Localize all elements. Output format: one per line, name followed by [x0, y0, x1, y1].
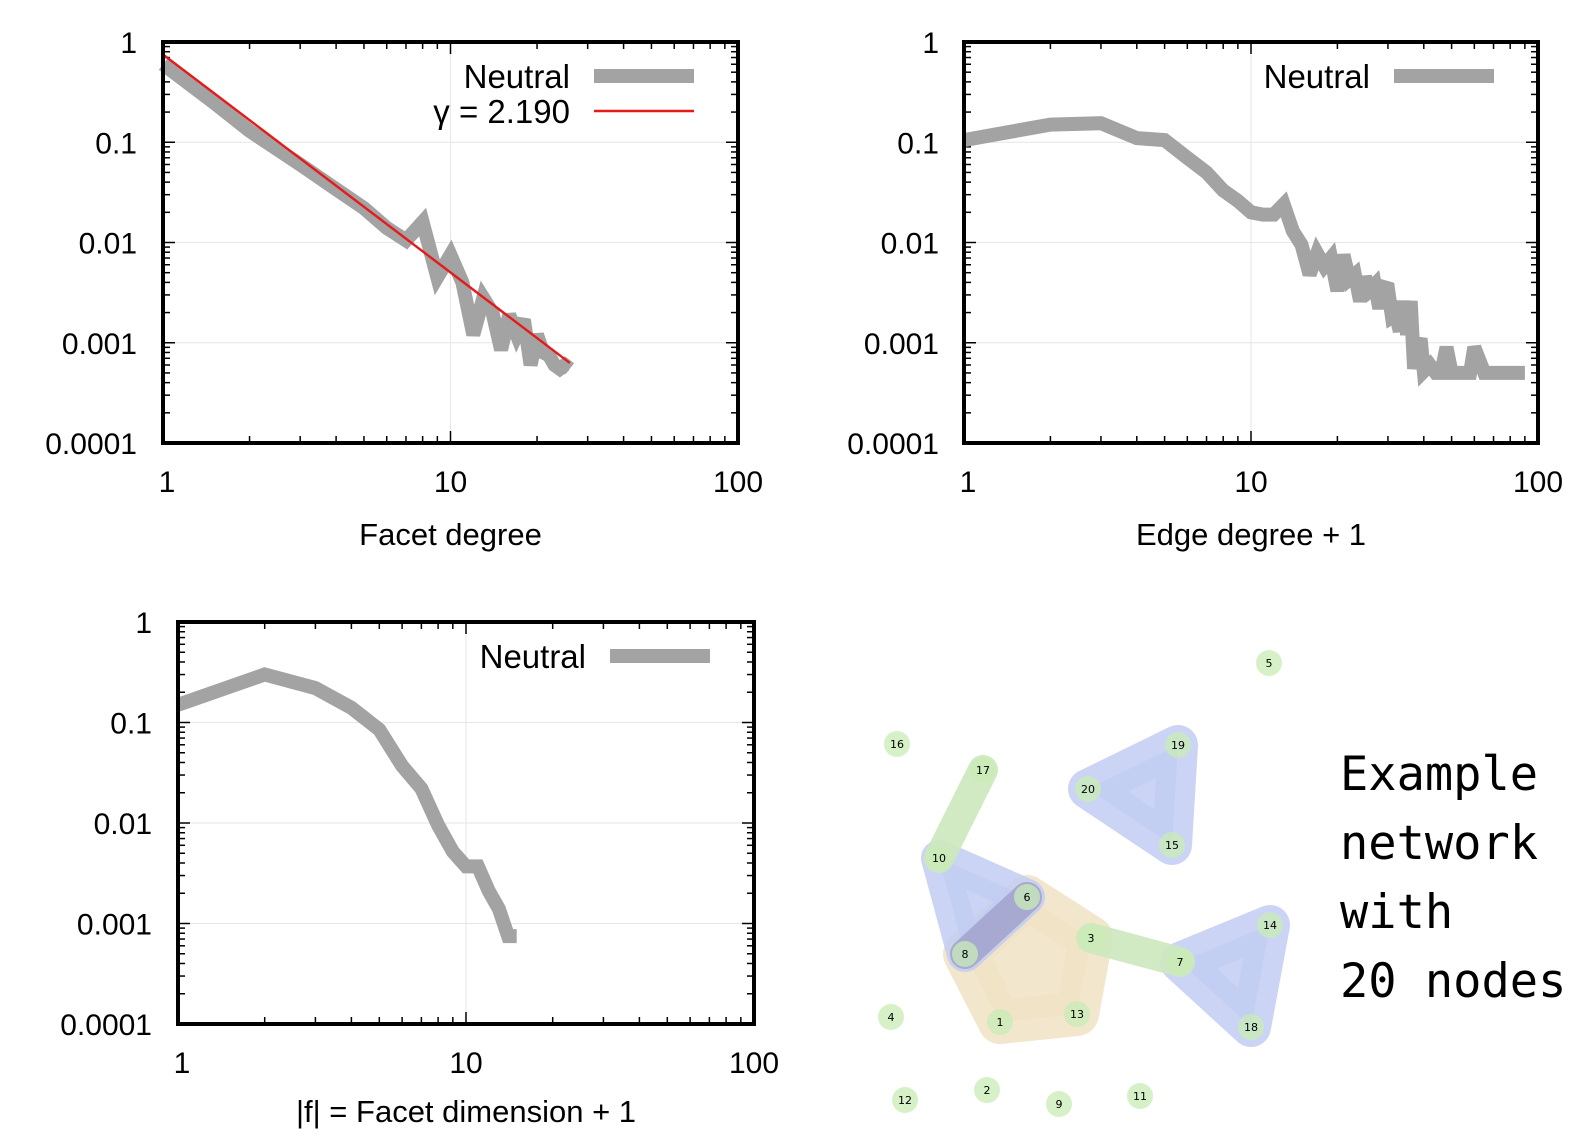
y-tick-label: 0.001	[77, 909, 152, 942]
x-tick-label: 10	[1234, 466, 1267, 499]
edge-degree-chart: Neutral 0.0001 0.001 0.01 0.1 1 1 10 100 Edge deg…	[847, 27, 1563, 552]
node-label-15: 15	[1165, 839, 1179, 852]
plot-frame	[161, 40, 740, 445]
y-tick-label: 1	[135, 607, 152, 640]
y-tick-label: 0.01	[881, 228, 939, 261]
facet-link-3-7	[1076, 923, 1195, 977]
plot-frame	[962, 40, 1540, 445]
node-14	[1257, 912, 1283, 938]
x-tick-label: 10	[449, 1047, 482, 1080]
x-tick-label: 10	[434, 466, 467, 499]
node-label-7: 7	[1177, 956, 1184, 969]
y-tick-label: 0.0001	[45, 428, 137, 461]
y-tick-label: 0.01	[79, 228, 137, 261]
node-label-16: 16	[890, 738, 904, 751]
y-tick-label: 0.001	[62, 328, 137, 361]
x-axis-title: Edge degree + 1	[1136, 517, 1366, 552]
node-label-6: 6	[1024, 891, 1031, 904]
legend-label: Neutral	[1264, 58, 1370, 95]
grid	[964, 42, 1538, 443]
y-tick-label: 0.1	[897, 127, 939, 160]
x-tick-label: 100	[713, 466, 763, 499]
node-label-1: 1	[997, 1016, 1004, 1029]
facet-link-6-8	[950, 882, 1042, 969]
node-10	[926, 845, 952, 871]
node-8	[952, 941, 978, 967]
x-tick-label: 1	[174, 1047, 191, 1080]
x-axis-title: Facet degree	[359, 517, 542, 552]
legend-label: γ = 2.190	[433, 93, 570, 130]
y-tick-label: 0.001	[864, 328, 939, 361]
series-1-line	[175, 667, 517, 944]
node-label-9: 9	[1056, 1098, 1063, 1111]
facet-dimension-chart: Neutral 0.0001 0.001 0.01 0.1 1 1 10 100 |f| = Fa…	[60, 607, 779, 1129]
node-6	[1014, 884, 1040, 910]
y-tick-label: 0.1	[95, 127, 137, 160]
node-label-2: 2	[984, 1084, 991, 1097]
node-20	[1075, 776, 1101, 802]
node-label-19: 19	[1171, 739, 1185, 752]
node-3	[1078, 925, 1104, 951]
node-4	[878, 1004, 904, 1030]
node-11	[1127, 1083, 1153, 1109]
node-label-10: 10	[932, 852, 946, 865]
series-1-line	[962, 116, 1525, 387]
caption-line-4: 20 nodes	[1340, 954, 1567, 1009]
y-tick-label: 1	[922, 27, 939, 60]
network-caption: Example network with 20 nodes	[1340, 740, 1566, 1016]
node-7	[1167, 949, 1193, 975]
caption-line-2: network	[1340, 816, 1539, 871]
x-tick-label: 100	[1513, 466, 1563, 499]
legend-label: Neutral	[464, 58, 570, 95]
node-label-3: 3	[1088, 932, 1095, 945]
facet-link-10-17	[924, 755, 998, 873]
node-12	[892, 1087, 918, 1113]
plot-frame	[176, 620, 756, 1026]
node-label-5: 5	[1266, 657, 1273, 670]
caption-line-1: Example	[1340, 747, 1539, 802]
node-17	[970, 757, 996, 783]
node-label-4: 4	[888, 1011, 895, 1024]
node-label-17: 17	[976, 764, 990, 777]
node-1	[987, 1009, 1013, 1035]
node-18	[1238, 1014, 1264, 1040]
y-tick-label: 0.0001	[847, 428, 939, 461]
node-5	[1256, 650, 1282, 676]
grid	[178, 622, 754, 1024]
y-tick-label: 0.0001	[60, 1009, 152, 1042]
y-tick-label: 1	[120, 27, 137, 60]
x-axis-title: |f| = Facet dimension + 1	[296, 1094, 636, 1129]
x-tick-label: 100	[729, 1047, 779, 1080]
node-label-13: 13	[1070, 1008, 1084, 1021]
node-19	[1165, 732, 1191, 758]
facet-triangle-7-14-18	[1160, 905, 1290, 1047]
node-label-14: 14	[1263, 919, 1277, 932]
x-tick-label: 1	[960, 466, 977, 499]
legend-label: Neutral	[480, 638, 586, 675]
y-tick-label: 0.01	[94, 808, 152, 841]
node-9	[1046, 1091, 1072, 1117]
node-15	[1159, 832, 1185, 858]
node-label-20: 20	[1081, 783, 1095, 796]
node-label-18: 18	[1244, 1021, 1258, 1034]
node-2	[974, 1077, 1000, 1103]
node-label-8: 8	[962, 948, 969, 961]
node-16	[884, 731, 910, 757]
caption-line-3: with	[1340, 885, 1454, 940]
node-label-12: 12	[898, 1094, 912, 1107]
node-13	[1064, 1001, 1090, 1027]
y-tick-label: 0.1	[110, 708, 152, 741]
x-tick-label: 1	[159, 466, 176, 499]
facet-triangle-20-19-15	[1068, 725, 1198, 865]
series-2-line	[162, 53, 571, 364]
node-label-11: 11	[1133, 1090, 1147, 1103]
